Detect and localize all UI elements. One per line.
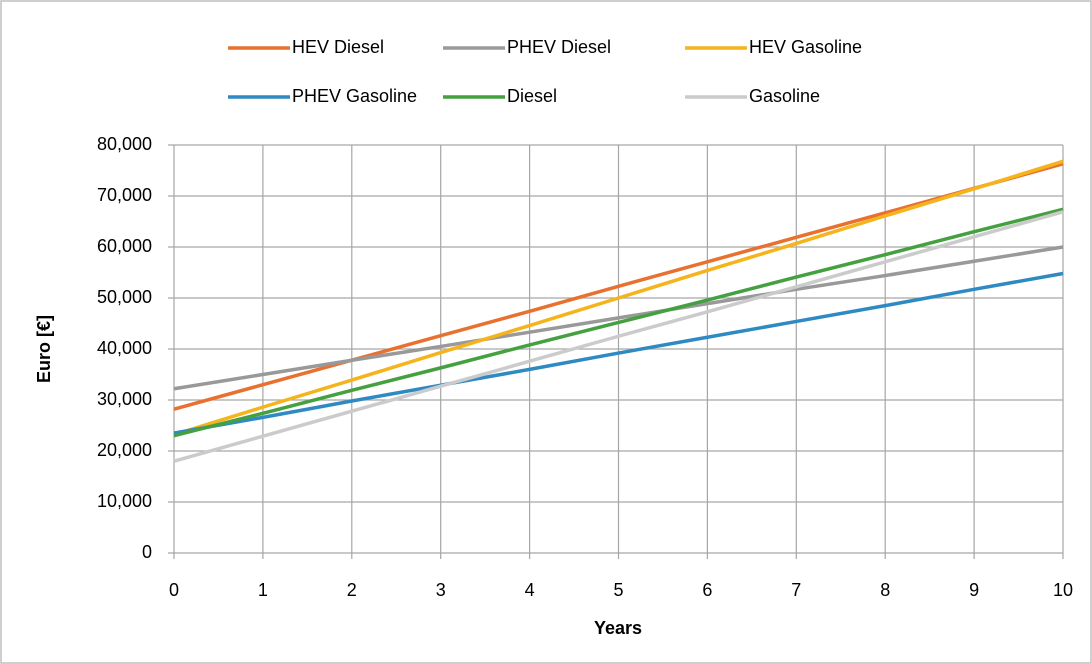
y-tick-label: 80,000 — [97, 134, 152, 154]
y-axis-title: Euro [€] — [34, 315, 54, 383]
series-line — [173, 207, 1064, 438]
y-tick-label: 40,000 — [97, 338, 152, 358]
y-tick-label: 60,000 — [97, 236, 152, 256]
y-tick-label: 10,000 — [97, 491, 152, 511]
series-line — [173, 245, 1064, 391]
x-tick-label: 5 — [613, 580, 623, 600]
x-tick-label: 0 — [169, 580, 179, 600]
series-line — [173, 162, 1064, 411]
x-tick-label: 4 — [525, 580, 535, 600]
y-tick-label: 30,000 — [97, 389, 152, 409]
x-axis-title: Years — [594, 618, 642, 638]
legend-label: Diesel — [507, 86, 557, 106]
x-tick-label: 7 — [791, 580, 801, 600]
x-tick-label: 2 — [347, 580, 357, 600]
legend-label: PHEV Diesel — [507, 37, 611, 57]
x-tick-label: 9 — [969, 580, 979, 600]
series-line — [173, 159, 1064, 437]
y-tick-label: 50,000 — [97, 287, 152, 307]
x-tick-label: 8 — [880, 580, 890, 600]
x-tick-label: 6 — [702, 580, 712, 600]
x-tick-label: 3 — [436, 580, 446, 600]
y-tick-label: 70,000 — [97, 185, 152, 205]
y-tick-label: 20,000 — [97, 440, 152, 460]
legend-label: Gasoline — [749, 86, 820, 106]
x-tick-label: 10 — [1053, 580, 1073, 600]
legend-label: HEV Diesel — [292, 37, 384, 57]
x-tick-label: 1 — [258, 580, 268, 600]
y-tick-label: 0 — [142, 542, 152, 562]
legend-label: PHEV Gasoline — [292, 86, 417, 106]
series-line — [173, 271, 1064, 435]
series-line — [173, 210, 1064, 463]
legend-label: HEV Gasoline — [749, 37, 862, 57]
